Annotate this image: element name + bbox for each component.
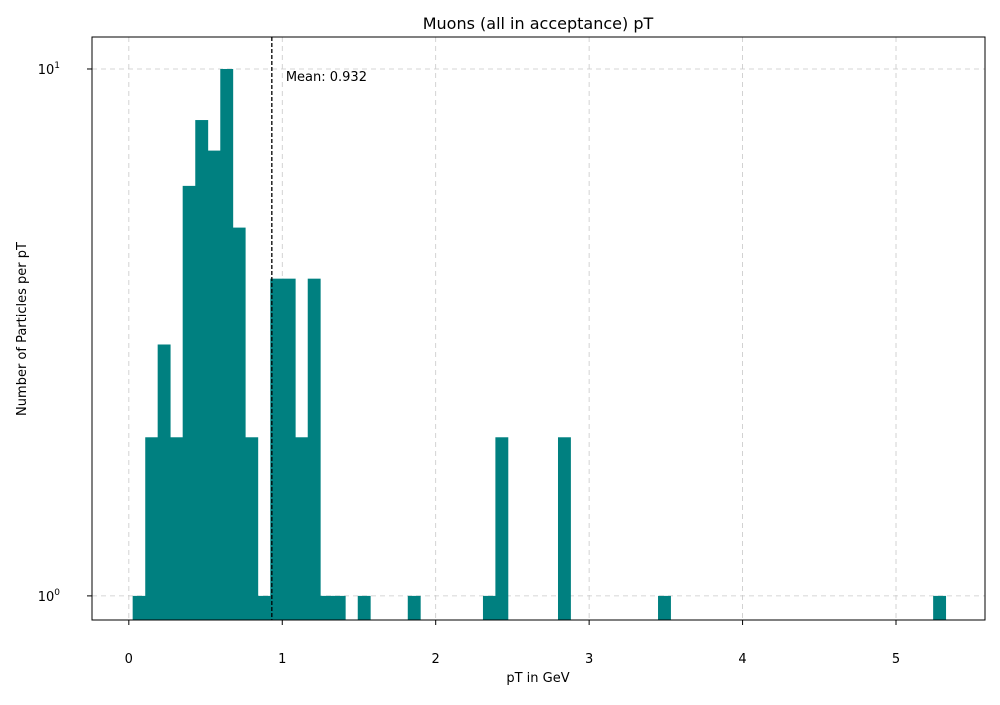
x-axis-label: pT in GeV bbox=[506, 671, 569, 686]
histogram-bar bbox=[170, 437, 184, 620]
histogram-bar bbox=[245, 437, 259, 620]
histogram-bar bbox=[182, 185, 196, 620]
histogram-bar bbox=[658, 595, 671, 620]
histogram-bar bbox=[220, 68, 234, 620]
chart-title: Muons (all in acceptance) pT bbox=[423, 14, 654, 33]
y-tick-exponent: 1 bbox=[54, 61, 60, 71]
histogram-bar bbox=[295, 437, 309, 620]
histogram-bar bbox=[307, 278, 321, 620]
histogram-bar bbox=[232, 227, 246, 620]
histogram-bar bbox=[207, 150, 221, 620]
y-tick-exponent: 0 bbox=[54, 588, 60, 598]
y-tick-base: 10 bbox=[38, 63, 55, 78]
histogram-bar bbox=[132, 595, 146, 620]
y-axis-label: Number of Particles per pT bbox=[15, 242, 30, 416]
histogram-bar bbox=[257, 595, 271, 620]
histogram-bar bbox=[482, 595, 496, 620]
bars-layer bbox=[132, 68, 947, 621]
histogram-bar bbox=[357, 595, 371, 620]
x-tick-label: 0 bbox=[125, 652, 133, 667]
x-tick-label: 2 bbox=[432, 652, 440, 667]
histogram-bar bbox=[557, 437, 571, 620]
histogram-bar bbox=[195, 120, 209, 621]
histogram-bar bbox=[933, 595, 947, 620]
y-tick-base: 10 bbox=[38, 590, 55, 605]
y-tick-label: 101 bbox=[38, 61, 60, 78]
histogram-bar bbox=[270, 278, 284, 620]
mean-annotation: Mean: 0.932 bbox=[286, 70, 367, 85]
plot-frame bbox=[91, 36, 986, 621]
histogram-bar bbox=[407, 595, 421, 620]
histogram-bar bbox=[332, 595, 346, 620]
y-tick-label: 100 bbox=[38, 588, 61, 605]
mean-layer: Mean: 0.932 bbox=[271, 37, 367, 620]
histogram-bar bbox=[157, 344, 171, 620]
histogram-bar bbox=[495, 437, 509, 620]
histogram-bar bbox=[320, 595, 334, 620]
histogram-bar bbox=[145, 437, 159, 620]
x-tick-label: 4 bbox=[738, 652, 746, 667]
x-tick-label: 5 bbox=[892, 652, 900, 667]
x-tick-label: 3 bbox=[585, 652, 593, 667]
x-tick-label: 1 bbox=[278, 652, 286, 667]
histogram-bar bbox=[282, 278, 296, 620]
